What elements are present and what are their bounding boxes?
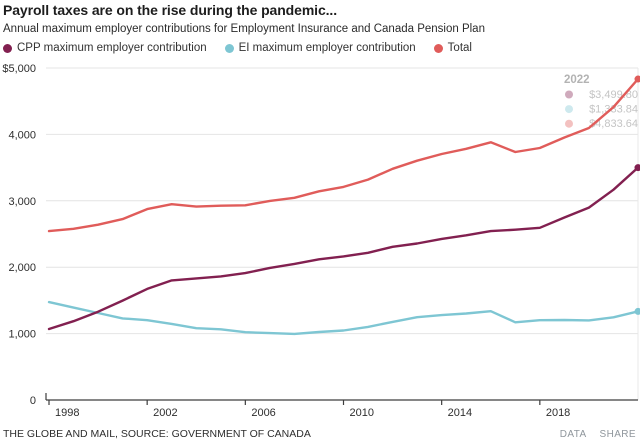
svg-text:2006: 2006 [251, 407, 275, 419]
svg-text:2018: 2018 [546, 407, 570, 419]
svg-text:2014: 2014 [448, 407, 472, 419]
ei-series-dot-icon [224, 43, 234, 53]
svg-text:3,000: 3,000 [8, 196, 36, 208]
cpp-series-dot-icon [3, 43, 12, 53]
chart-subtitle: Annual maximum employer contributions fo… [3, 23, 485, 35]
footer-links: DATA SHARE [560, 429, 636, 440]
svg-text:1,000: 1,000 [8, 329, 36, 341]
legend-label-ei: EI maximum employer contribution [238, 42, 416, 54]
svg-text:$1,333.84: $1,333.84 [589, 104, 638, 116]
svg-text:$3,499.80: $3,499.80 [589, 89, 638, 101]
legend-item-cpp: CPP maximum employer contribution [3, 42, 207, 54]
total-series-dot-icon [433, 43, 443, 53]
svg-text:$5,000: $5,000 [2, 63, 36, 75]
data-link[interactable]: DATA [559, 429, 587, 440]
source-note: THE GLOBE AND MAIL, SOURCE: GOVERNMENT O… [3, 428, 311, 440]
svg-text:4,000: 4,000 [8, 129, 36, 141]
svg-text:2002: 2002 [153, 407, 177, 419]
svg-text:1998: 1998 [55, 407, 79, 419]
page-title: Payroll taxes are on the rise during the… [3, 2, 338, 18]
svg-text:2010: 2010 [350, 407, 374, 419]
share-link[interactable]: SHARE [599, 429, 636, 440]
legend-label-cpp: CPP maximum employer contribution [17, 42, 207, 54]
legend-item-ei: EI maximum employer contribution [224, 42, 416, 54]
legend: CPP maximum employer contribution EI max… [3, 42, 472, 54]
svg-text:$4,833.64: $4,833.64 [589, 118, 638, 130]
svg-text:2,000: 2,000 [8, 262, 36, 274]
svg-text:2022: 2022 [564, 74, 590, 86]
legend-item-total: Total [433, 42, 472, 54]
legend-label-total: Total [447, 42, 472, 54]
svg-text:0: 0 [30, 395, 36, 407]
